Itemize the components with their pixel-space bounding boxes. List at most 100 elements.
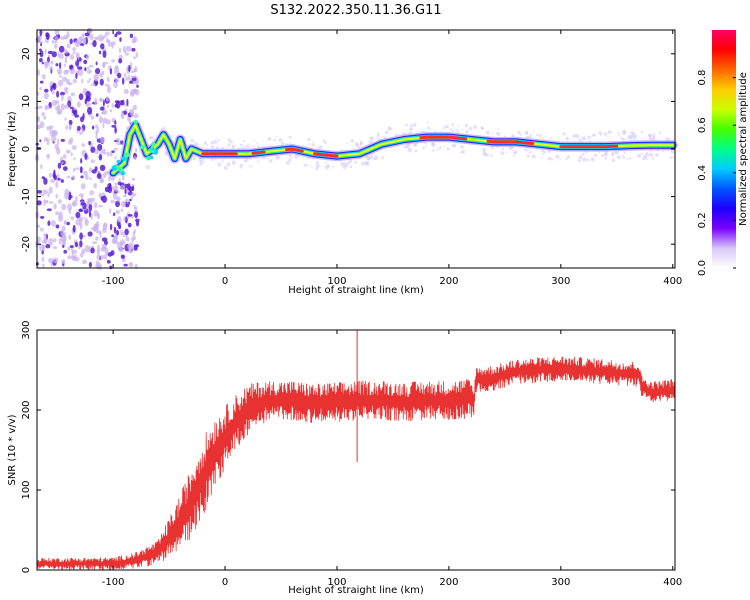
noise-blob xyxy=(84,245,91,253)
halo-dot xyxy=(322,139,326,143)
halo-dot xyxy=(640,131,644,134)
halo-dot xyxy=(249,166,251,168)
noise-blob xyxy=(111,43,114,49)
halo-dot xyxy=(460,145,464,149)
noise-blob xyxy=(98,153,103,161)
noise-blob xyxy=(133,56,136,59)
noise-blob xyxy=(39,40,43,44)
halo-dot xyxy=(268,159,273,163)
noise-blob xyxy=(111,124,117,128)
noise-blob xyxy=(67,82,73,86)
colorbar-gradient xyxy=(712,30,736,268)
noise-blob xyxy=(134,263,138,270)
noise-blob xyxy=(75,211,81,219)
noise-blob xyxy=(123,88,129,95)
noise-blob xyxy=(112,193,118,200)
noise-blob xyxy=(95,260,99,264)
halo-dot xyxy=(232,161,236,166)
noise-blob xyxy=(39,50,44,58)
noise-blob xyxy=(124,235,129,238)
halo-dot xyxy=(311,143,315,147)
halo-dot xyxy=(377,132,380,135)
halo-dot xyxy=(252,145,255,148)
snr-y-axis-label: SNR (10 * v/v) xyxy=(7,414,18,485)
noise-blob xyxy=(57,138,60,145)
halo-dot xyxy=(490,154,493,157)
noise-blob xyxy=(104,247,109,255)
noise-blob xyxy=(81,259,88,265)
halo-dot xyxy=(588,139,591,143)
noise-blob xyxy=(131,195,133,201)
noise-blob xyxy=(60,91,65,96)
noise-blob xyxy=(40,163,43,170)
noise-blob xyxy=(99,72,103,78)
noise-blob xyxy=(51,134,57,143)
halo-dot xyxy=(465,130,469,134)
noise-blob xyxy=(77,101,81,108)
noise-blob xyxy=(77,68,84,77)
halo-dot xyxy=(461,151,464,154)
halo-dot xyxy=(227,143,231,147)
halo-dot xyxy=(480,127,483,130)
noise-blob xyxy=(128,262,134,268)
halo-dot xyxy=(325,161,328,164)
noise-blob xyxy=(107,183,112,189)
noise-blob xyxy=(61,76,68,82)
noise-blob xyxy=(69,245,74,249)
halo-dot xyxy=(622,156,626,159)
noise-blob xyxy=(124,198,129,202)
noise-blob xyxy=(86,69,92,74)
noise-blob xyxy=(114,156,117,160)
noise-blob xyxy=(57,177,61,181)
halo-dot xyxy=(303,163,307,167)
noise-blob xyxy=(69,38,73,45)
noise-blob xyxy=(75,60,80,67)
track-blob xyxy=(140,144,145,150)
noise-blob xyxy=(88,77,91,81)
noise-blob xyxy=(91,125,95,130)
noise-blob xyxy=(92,241,98,245)
noise-blob xyxy=(124,187,127,195)
halo-dot xyxy=(438,146,442,150)
halo-dot xyxy=(652,132,654,135)
noise-blob xyxy=(100,136,105,144)
noise-blob xyxy=(115,137,120,142)
noise-blob xyxy=(84,98,88,105)
noise-blob xyxy=(128,118,131,124)
spectrogram-x-axis: -100 0 100 200 300 400 xyxy=(102,30,682,287)
noise-blob xyxy=(75,72,78,79)
noise-blob xyxy=(118,58,123,64)
track-blob xyxy=(133,119,138,124)
halo-dot xyxy=(575,134,580,139)
noise-blob xyxy=(90,247,95,254)
noise-blob xyxy=(44,88,49,93)
x-tick-label: 400 xyxy=(663,577,682,588)
noise-blob xyxy=(50,85,53,92)
x-tick-label: 300 xyxy=(551,276,570,287)
halo-dot xyxy=(457,124,460,127)
noise-blob xyxy=(102,227,107,233)
halo-dot xyxy=(286,160,290,165)
halo-dot xyxy=(409,127,413,131)
halo-dot xyxy=(221,160,224,163)
noise-blob xyxy=(61,203,67,211)
halo-dot xyxy=(601,154,604,158)
halo-dot xyxy=(315,161,319,165)
noise-blob xyxy=(117,216,122,223)
noise-blob xyxy=(99,106,105,111)
halo-dot xyxy=(603,132,608,136)
noise-blob xyxy=(131,40,136,44)
halo-dot xyxy=(349,165,353,169)
noise-blob xyxy=(41,256,45,262)
halo-dot xyxy=(562,132,566,136)
noise-blob xyxy=(77,125,81,131)
noise-blob xyxy=(114,104,119,108)
noise-blob xyxy=(57,199,62,204)
noise-blob xyxy=(53,257,59,264)
halo-dot xyxy=(354,160,357,164)
noise-blob xyxy=(132,80,138,84)
halo-dot xyxy=(648,134,651,137)
halo-dot xyxy=(593,134,596,136)
noise-blob xyxy=(129,80,134,84)
noise-blob xyxy=(75,167,80,170)
